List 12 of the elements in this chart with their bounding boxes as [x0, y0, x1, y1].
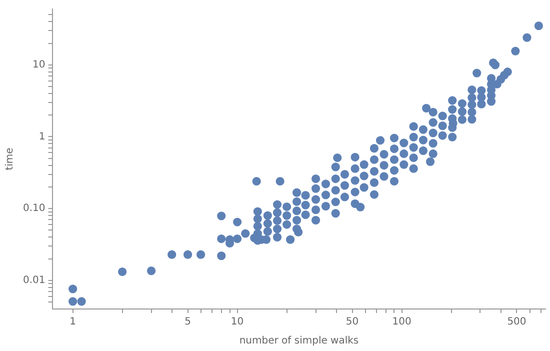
x-tick-label: 50: [346, 316, 359, 328]
y-tick-label: 0.10: [23, 203, 46, 214]
x-tick-label: 10: [230, 316, 244, 328]
y-tick-label: 1: [38, 131, 46, 142]
y-tick-label: 10: [32, 59, 46, 70]
y-axis-title: time: [4, 148, 16, 170]
x-tick-label: 500: [507, 316, 526, 328]
x-tick-label: 1: [70, 316, 76, 328]
x-tick-label: 5: [184, 316, 191, 328]
y-tick-label: 0.01: [23, 275, 46, 286]
x-axis-title: number of simple walks: [239, 336, 359, 347]
x-tick-label: 100: [392, 316, 412, 328]
